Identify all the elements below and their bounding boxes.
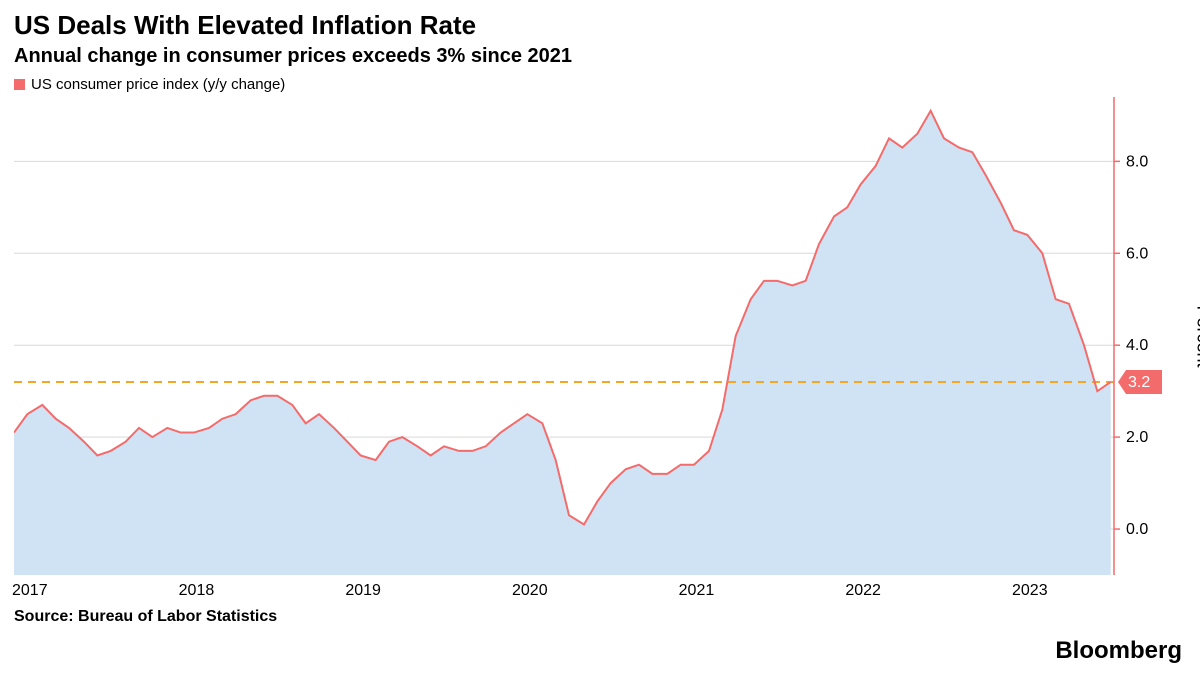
x-tick-label: 2022: [845, 582, 881, 600]
chart-subtitle: Annual change in consumer prices exceeds…: [14, 45, 1182, 68]
svg-text:3.2: 3.2: [1128, 374, 1150, 391]
chart-svg: 0.0 2.0 4.0 6.0 8.0 3.2: [14, 97, 1186, 575]
chart-source: Source: Bureau of Labor Statistics: [14, 608, 1182, 626]
x-axis-labels: 2017 2018 2019 2020 2021 2022 2023: [14, 580, 1186, 602]
x-tick-label: 2021: [679, 582, 715, 600]
x-tick-label: 2023: [1012, 582, 1048, 600]
svg-text:4.0: 4.0: [1126, 337, 1148, 354]
x-tick-label: 2019: [345, 582, 381, 600]
legend-swatch: [14, 79, 25, 90]
svg-text:0.0: 0.0: [1126, 521, 1148, 538]
y-axis-title: Percent: [1193, 305, 1200, 367]
chart-title: US Deals With Elevated Inflation Rate: [14, 10, 1182, 41]
svg-text:6.0: 6.0: [1126, 245, 1148, 262]
x-tick-label: 2020: [512, 582, 548, 600]
brand-label: Bloomberg: [1055, 637, 1182, 665]
legend-label: US consumer price index (y/y change): [31, 76, 285, 93]
svg-text:2.0: 2.0: [1126, 429, 1148, 446]
x-tick-label: 2017: [12, 582, 48, 600]
legend: US consumer price index (y/y change): [14, 76, 1182, 93]
svg-text:8.0: 8.0: [1126, 153, 1148, 170]
chart-area: 0.02.04.06.08.03.2 Percent: [14, 97, 1182, 580]
chart-container: US Deals With Elevated Inflation Rate An…: [0, 0, 1200, 675]
x-tick-label: 2018: [179, 582, 215, 600]
